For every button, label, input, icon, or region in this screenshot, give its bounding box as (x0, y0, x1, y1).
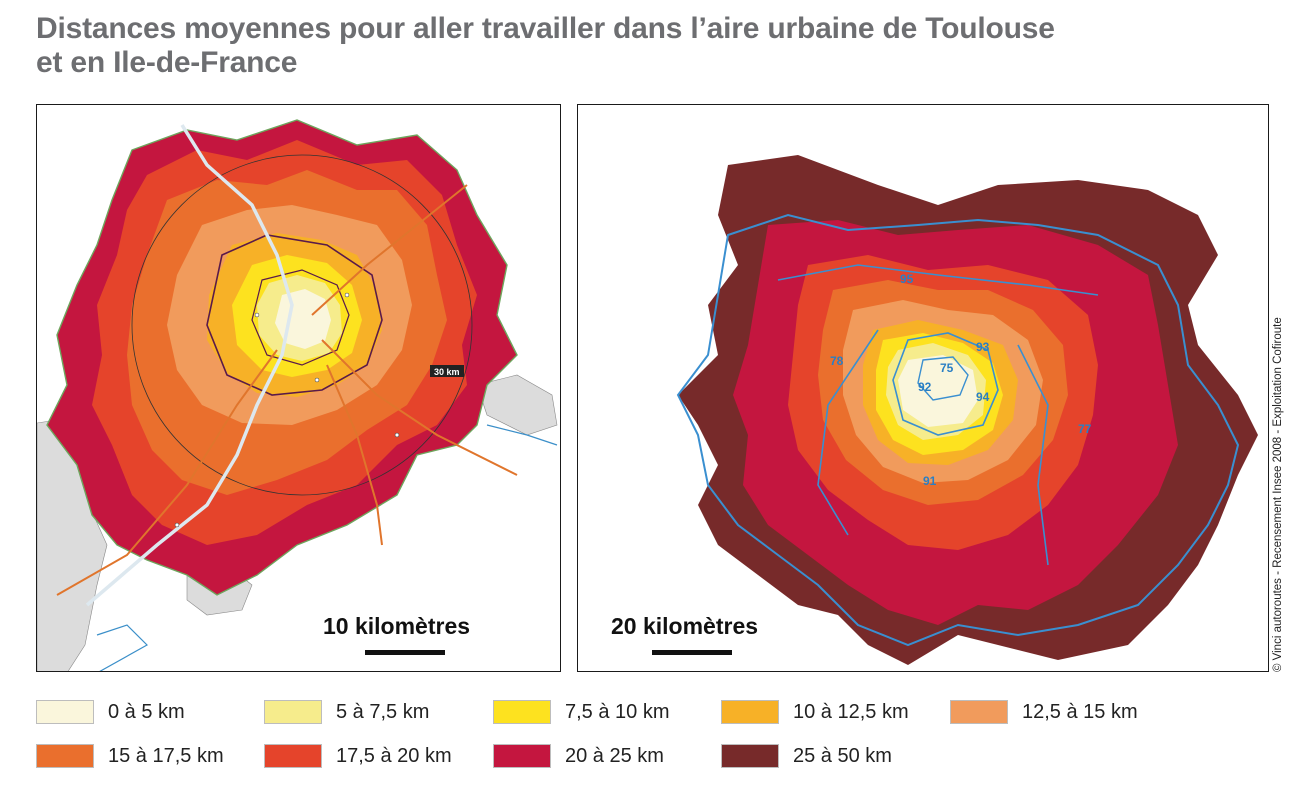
legend-swatch (721, 700, 779, 724)
motorway-sw (56, 349, 278, 596)
zone-0-5 (275, 289, 331, 349)
river-east (486, 424, 558, 446)
dept-label-78: 78 (830, 354, 844, 368)
river-garonne (85, 124, 294, 607)
source-credit: © Vinci autoroutes - Recensement Insee 2… (1272, 317, 1284, 672)
legend-swatch (950, 700, 1008, 724)
dept-boundary-paris (917, 356, 969, 401)
legend-label: 25 à 50 km (793, 744, 892, 767)
idf-scale-bar (652, 650, 732, 655)
motorway-s (326, 364, 383, 546)
legend-item: 7,5 à 10 km (493, 699, 670, 725)
legend-label: 5 à 7,5 km (336, 700, 430, 723)
legend-label: 17,5 à 20 km (336, 744, 452, 767)
ring-label: 30 km (434, 367, 460, 377)
legend-item: 10 à 12,5 km (721, 699, 909, 725)
dept-label-91: 91 (923, 474, 937, 488)
legend-swatch (264, 744, 322, 768)
idf-map-panel: 95 93 75 78 92 94 77 91 20 kilomètres (577, 104, 1269, 672)
legend-swatch (36, 744, 94, 768)
motorway-ne (311, 184, 468, 316)
legend-label: 20 à 25 km (565, 744, 664, 767)
dept-label-75: 75 (940, 361, 954, 375)
legend-item: 20 à 25 km (493, 743, 664, 769)
dept-boundary-78 (817, 329, 879, 536)
legend-label: 0 à 5 km (108, 700, 185, 723)
title-line-2: et en Ile-de-France (36, 46, 298, 79)
legend-item: 17,5 à 20 km (264, 743, 452, 769)
legend-swatch (493, 744, 551, 768)
legend-item: 12,5 à 15 km (950, 699, 1138, 725)
legend-item: 5 à 7,5 km (264, 699, 429, 725)
toulouse-map: 30 km (37, 119, 558, 671)
legend-label: 7,5 à 10 km (565, 700, 670, 723)
title-line-1: Distances moyennes pour aller travailler… (36, 12, 1055, 45)
commune-boundary-inner (251, 269, 350, 366)
neighbour-area-east (476, 374, 558, 436)
legend-swatch (264, 700, 322, 724)
dept-label-95: 95 (900, 272, 914, 286)
dept-label-77: 77 (1078, 422, 1092, 436)
idf-map: 95 93 75 78 92 94 77 91 (676, 155, 1258, 665)
figure-title: Distances moyennes pour aller travailler… (36, 12, 1055, 80)
zone-0-5-idf (898, 355, 978, 427)
legend-item: 0 à 5 km (36, 699, 185, 725)
legend-swatch (36, 700, 94, 724)
toulouse-scale-bar (365, 650, 445, 655)
idf-scale-label: 20 kilomètres (611, 613, 759, 639)
motorway-se (321, 339, 518, 476)
legend-label: 15 à 17,5 km (108, 744, 224, 767)
radius-circle (131, 154, 473, 496)
dept-label-93: 93 (976, 340, 990, 354)
legend-swatch (721, 744, 779, 768)
legend-label: 10 à 12,5 km (793, 700, 909, 723)
legend-item: 25 à 50 km (721, 743, 892, 769)
dept-boundary-77 (1017, 344, 1049, 566)
dept-boundary-95 (777, 264, 1099, 296)
legend-item: 15 à 17,5 km (36, 743, 224, 769)
ring-label-box (430, 365, 464, 377)
dept-label-92: 92 (918, 380, 932, 394)
river-southwest (96, 624, 148, 671)
dept-boundary-petite-couronne (892, 332, 999, 436)
region-boundary (676, 213, 1240, 647)
legend-label: 12,5 à 15 km (1022, 700, 1138, 723)
toulouse-map-panel: 30 km 10 kilomètres (36, 104, 561, 672)
legend-swatch (493, 700, 551, 724)
commune-boundary (206, 234, 383, 396)
dept-label-94: 94 (976, 390, 990, 404)
toulouse-scale-label: 10 kilomètres (323, 613, 471, 639)
